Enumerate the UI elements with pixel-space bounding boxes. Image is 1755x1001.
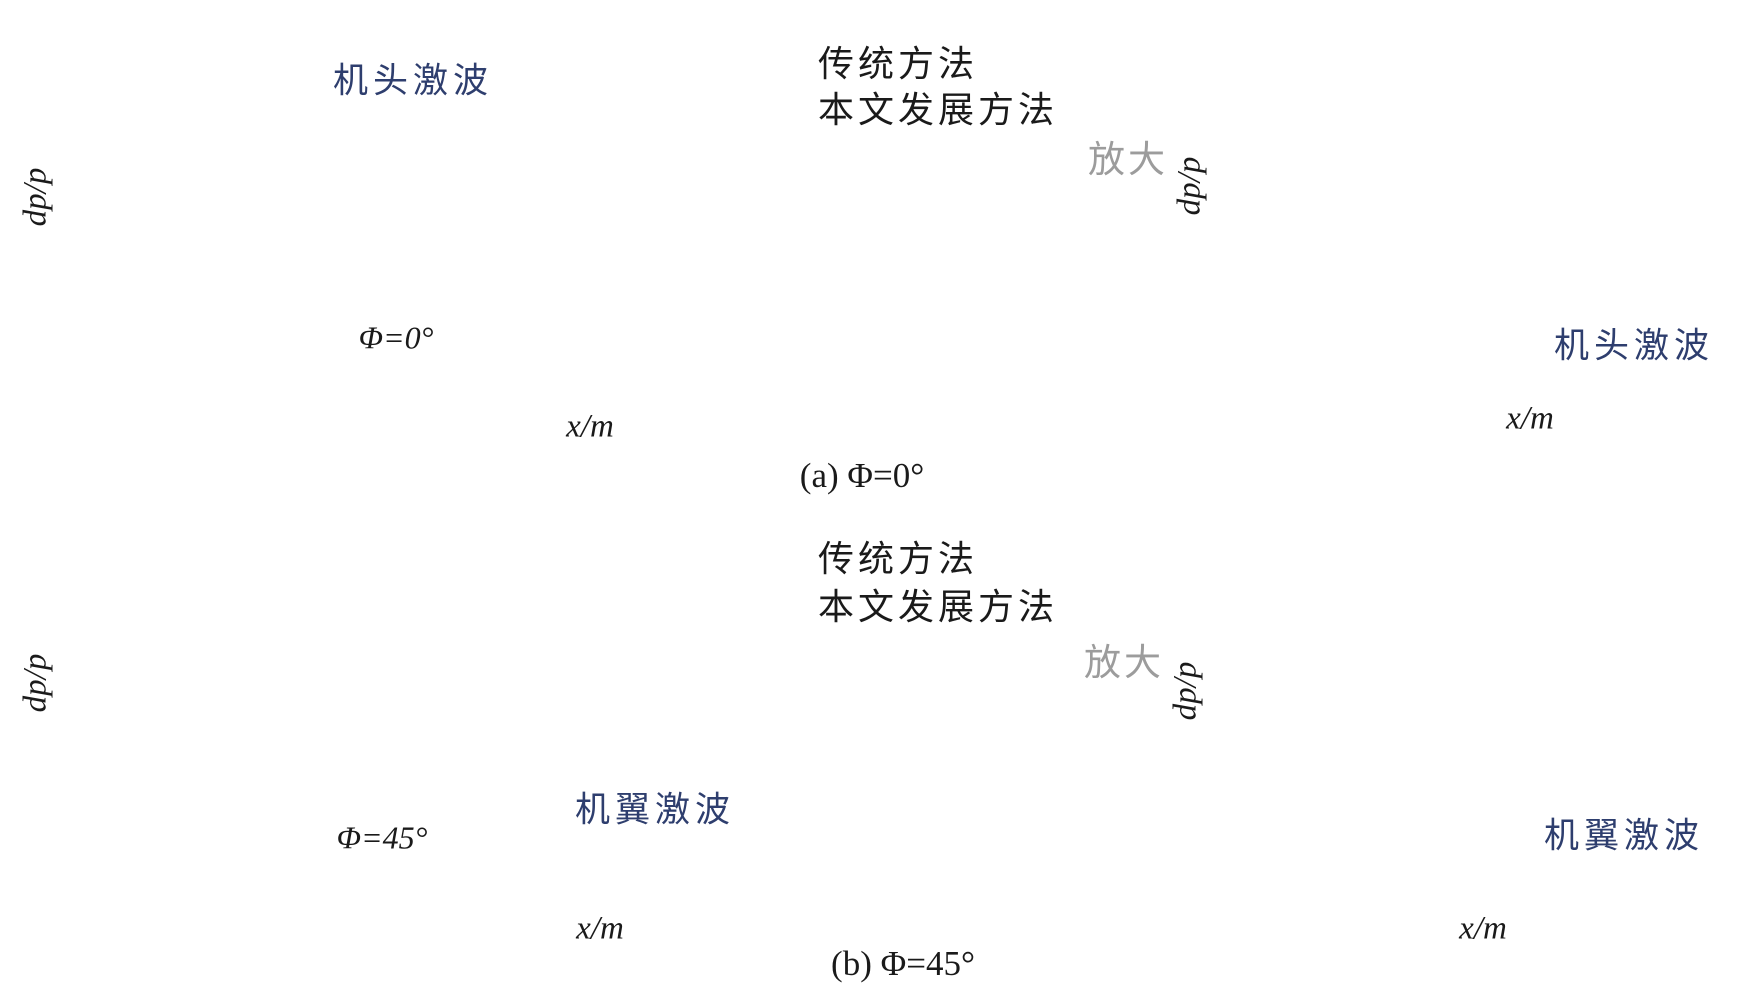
x-axis-label-zoom-wing: x/m (1459, 910, 1507, 947)
y-axis-label-zoom-wing: dp/p (1167, 661, 1204, 721)
annotation-nose-shock-a: 机头激波 (332, 61, 494, 101)
legend-label-traditional-b: 传统方法 (818, 539, 979, 579)
x-axis-label-main-a: x/m (566, 408, 614, 445)
legend-label-developed-b: 本文发展方法 (818, 587, 1059, 627)
corner-label-wing-shock: 机翼激波 (1543, 816, 1705, 856)
legend-label-traditional-a: 传统方法 (818, 44, 979, 84)
annotation-wing-shock-b: 机翼激波 (574, 790, 736, 830)
caption-panel-a: (a) Φ=0° (799, 456, 925, 495)
x-axis-label-main-b: x/m (576, 910, 624, 947)
legend-label-developed-a: 本文发展方法 (818, 90, 1059, 130)
inset-phi-label-b: Φ=45° (336, 819, 428, 856)
caption-panel-b: (b) Φ=45° (831, 944, 975, 983)
x-axis-label-zoom-nose: x/m (1506, 400, 1554, 437)
y-axis-label-main-b: dp/p (17, 653, 54, 713)
corner-label-nose-shock: 机头激波 (1553, 326, 1715, 366)
magnify-label-top: 放大 (1088, 140, 1168, 181)
magnify-label-bottom: 放大 (1084, 643, 1164, 684)
y-axis-label-main-a: dp/p (17, 167, 54, 227)
inset-phi-label-a: Φ=0° (358, 319, 434, 356)
y-axis-label-zoom-nose: dp/p (1171, 156, 1208, 216)
